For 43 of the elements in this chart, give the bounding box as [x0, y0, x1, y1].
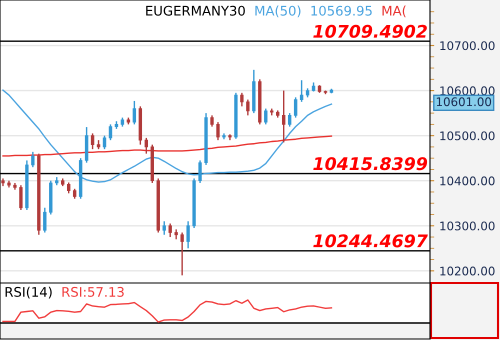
candlestick [186, 220, 190, 249]
candlestick [168, 222, 172, 238]
candlestick [246, 98, 250, 116]
candlestick [72, 188, 76, 200]
candlestick [300, 80, 304, 103]
chart-title: RSI(14) [6, 286, 52, 298]
candlestick [31, 151, 35, 168]
y-tick-label: 10700.00 [440, 41, 495, 50]
candlestick [240, 92, 244, 108]
y-tick-label: 10300.00 [440, 221, 495, 230]
candlestick [180, 232, 184, 276]
candlestick [288, 112, 292, 128]
y-tick-label: 10600.00 [440, 86, 495, 96]
text: MA( [382, 6, 406, 18]
y-tick-label: 10400.00 [440, 176, 495, 186]
text: 10601.00 [436, 97, 492, 106]
candlestick [198, 160, 202, 184]
candlestick [282, 90, 286, 144]
candlestick [96, 139, 100, 150]
candlestick [102, 134, 106, 150]
candlestick [66, 182, 70, 194]
candlestick [216, 121, 220, 141]
candlestick [144, 137, 148, 154]
candlestick [19, 184, 23, 211]
y-tick-label: 10500.00 [440, 131, 495, 140]
series-label: RSI:57.13 [62, 286, 124, 297]
candlestick [306, 88, 310, 98]
candlestick [132, 100, 136, 126]
candlestick [312, 82, 316, 92]
annotation: 10569.95 [311, 6, 372, 16]
candlestick [90, 132, 94, 150]
ref-line-label: 10709.4902 [313, 24, 427, 38]
candlestick [264, 108, 268, 126]
candlestick [162, 220, 166, 236]
y-tick-label: 10200.00 [440, 266, 495, 276]
text: MA(50) [255, 6, 300, 18]
candlestick [43, 207, 46, 234]
candlestick [294, 96, 298, 118]
ref-line-label: 10244.4697 [313, 234, 428, 248]
candlestick [120, 116, 124, 128]
chart-title: EUGERMANY30 [146, 6, 245, 16]
candlestick [174, 228, 178, 240]
ref-line-label: 10415.8399 [313, 157, 428, 170]
